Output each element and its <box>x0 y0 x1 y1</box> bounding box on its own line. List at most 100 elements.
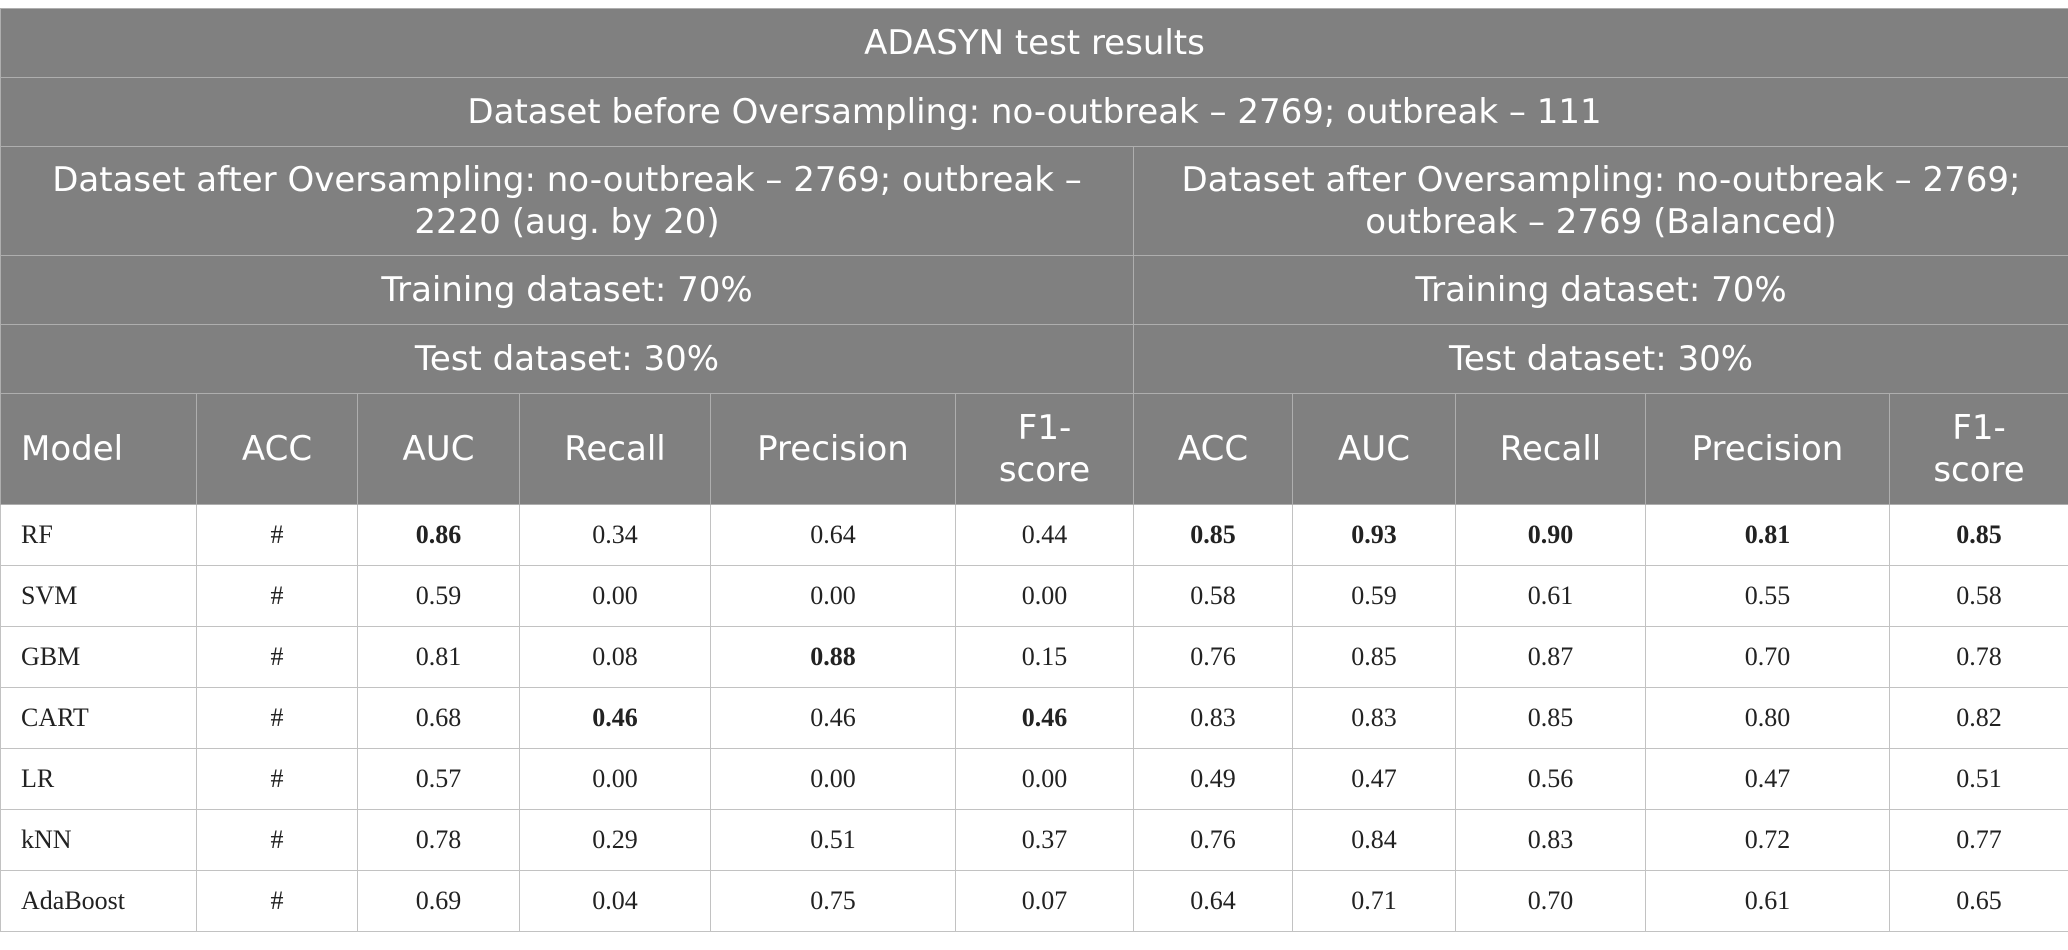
metric-cell: 0.57 <box>357 748 520 810</box>
model-name-cell: LR <box>0 748 197 810</box>
column-header: Recall <box>1455 393 1646 505</box>
metric-cell: # <box>196 748 358 810</box>
metric-cell: 0.08 <box>519 626 711 688</box>
metric-cell: 0.61 <box>1455 565 1646 627</box>
metric-cell: 0.78 <box>357 809 520 871</box>
model-name-cell: SVM <box>0 565 197 627</box>
metric-cell: 0.00 <box>710 565 956 627</box>
left-test-label: Test dataset: 30% <box>0 324 1134 394</box>
metric-cell: 0.59 <box>1292 565 1456 627</box>
dataset-before-label: Dataset before Oversampling: no-outbreak… <box>0 77 2068 147</box>
dataset-before-row: Dataset before Oversampling: no-outbreak… <box>0 77 2068 147</box>
metric-cell: 0.83 <box>1292 687 1456 749</box>
table-title: ADASYN test results <box>0 8 2068 78</box>
metric-cell: 0.00 <box>955 565 1134 627</box>
metric-cell: # <box>196 870 358 932</box>
metric-cell: 0.87 <box>1455 626 1646 688</box>
metric-cell: 0.82 <box>1888 687 2068 749</box>
right-dataset-after-label: Dataset after Oversampling: no-outbreak … <box>1132 146 2068 256</box>
metric-cell: 0.80 <box>1645 687 1890 749</box>
metric-cell: 0.51 <box>710 809 956 871</box>
table-row: RF #0.86 0.34 0.64 0.44 0.85 0.93 0.90 0.81 0.85 <box>0 504 2068 566</box>
column-header: Precision <box>1645 393 1890 505</box>
metric-cell: 0.83 <box>1133 687 1293 749</box>
metric-cell: 0.65 <box>1888 870 2068 932</box>
table-row: SVM #0.59 0.00 0.00 0.00 0.58 0.59 0.61 0.55 0.58 <box>0 565 2068 627</box>
column-header-row: Model ACC AUC Recall Precision F1-score … <box>0 393 2068 505</box>
metric-cell: 0.81 <box>357 626 520 688</box>
table-row: GBM #0.81 0.08 0.88 0.15 0.76 0.85 0.87 0.70 0.78 <box>0 626 2068 688</box>
metric-cell: 0.00 <box>519 748 711 810</box>
metric-cell: # <box>196 687 358 749</box>
column-header: F1-score <box>1888 393 2068 505</box>
metric-cell: 0.55 <box>1645 565 1890 627</box>
model-name-cell: CART <box>0 687 197 749</box>
right-test-label: Test dataset: 30% <box>1132 324 2068 394</box>
metric-cell: # <box>196 809 358 871</box>
metric-cell: 0.04 <box>519 870 711 932</box>
metric-cell: 0.29 <box>519 809 711 871</box>
metric-cell: 0.85 <box>1455 687 1646 749</box>
results-table-container: ADASYN test results Dataset before Overs… <box>0 8 2068 932</box>
metric-cell: 0.61 <box>1645 870 1890 932</box>
metric-cell: 0.49 <box>1133 748 1293 810</box>
table-body: RF #0.86 0.34 0.64 0.44 0.85 0.93 0.90 0.81 0.85 S… <box>0 504 2068 932</box>
metric-cell: 0.78 <box>1888 626 2068 688</box>
metric-cell: 0.85 <box>1888 504 2068 566</box>
metric-cell: 0.56 <box>1455 748 1646 810</box>
table-row: AdaBoost #0.69 0.04 0.75 0.07 0.64 0.71 0.70 0.6… <box>0 870 2068 932</box>
metric-cell: 0.68 <box>357 687 520 749</box>
metric-cell: 0.46 <box>710 687 956 749</box>
metric-cell: # <box>196 504 358 566</box>
column-header: ACC <box>1133 393 1293 505</box>
table-row: kNN #0.78 0.29 0.51 0.37 0.76 0.84 0.83 0.72 0.77 <box>0 809 2068 871</box>
metric-cell: 0.37 <box>955 809 1134 871</box>
model-name-cell: RF <box>0 504 197 566</box>
metric-cell: 0.64 <box>710 504 956 566</box>
metric-cell: 0.44 <box>955 504 1134 566</box>
metric-cell: 0.64 <box>1133 870 1293 932</box>
metric-cell: 0.70 <box>1455 870 1646 932</box>
left-training-label: Training dataset: 70% <box>0 255 1134 325</box>
dataset-after-row: Dataset after Oversampling: no-outbreak … <box>0 146 2068 256</box>
metric-cell: 0.15 <box>955 626 1134 688</box>
metric-cell: 0.07 <box>955 870 1134 932</box>
metric-cell: 0.90 <box>1455 504 1646 566</box>
metric-cell: 0.58 <box>1133 565 1293 627</box>
metric-cell: 0.58 <box>1888 565 2068 627</box>
metric-cell: 0.88 <box>710 626 956 688</box>
model-name-cell: kNN <box>0 809 197 871</box>
metric-cell: 0.77 <box>1888 809 2068 871</box>
metric-cell: 0.00 <box>955 748 1134 810</box>
metric-cell: # <box>196 565 358 627</box>
metric-cell: 0.86 <box>357 504 520 566</box>
model-name-cell: AdaBoost <box>0 870 197 932</box>
left-dataset-after-label: Dataset after Oversampling: no-outbreak … <box>0 146 1134 256</box>
metric-cell: 0.76 <box>1133 626 1293 688</box>
right-training-label: Training dataset: 70% <box>1132 255 2068 325</box>
metric-cell: 0.83 <box>1455 809 1646 871</box>
metric-cell: 0.34 <box>519 504 711 566</box>
metric-cell: 0.59 <box>357 565 520 627</box>
metric-cell: 0.76 <box>1133 809 1293 871</box>
metric-cell: 0.00 <box>710 748 956 810</box>
metric-cell: 0.46 <box>955 687 1134 749</box>
metric-cell: 0.51 <box>1888 748 2068 810</box>
metric-cell: 0.93 <box>1292 504 1456 566</box>
metric-cell: # <box>196 626 358 688</box>
metric-cell: 0.71 <box>1292 870 1456 932</box>
metric-cell: 0.84 <box>1292 809 1456 871</box>
metric-cell: 0.75 <box>710 870 956 932</box>
metric-cell: 0.85 <box>1133 504 1293 566</box>
table-row: LR #0.57 0.00 0.00 0.00 0.49 0.47 0.56 0.47 0.51 <box>0 748 2068 810</box>
column-header: AUC <box>357 393 520 505</box>
column-header: Precision <box>710 393 956 505</box>
training-row: Training dataset: 70% Training dataset: … <box>0 255 2068 325</box>
test-row: Test dataset: 30% Test dataset: 30% <box>0 324 2068 394</box>
metric-cell: 0.46 <box>519 687 711 749</box>
metric-cell: 0.81 <box>1645 504 1890 566</box>
metric-cell: 0.85 <box>1292 626 1456 688</box>
adasyn-results-table: ADASYN test results Dataset before Overs… <box>0 8 2068 932</box>
metric-cell: 0.47 <box>1645 748 1890 810</box>
metric-cell: 0.69 <box>357 870 520 932</box>
